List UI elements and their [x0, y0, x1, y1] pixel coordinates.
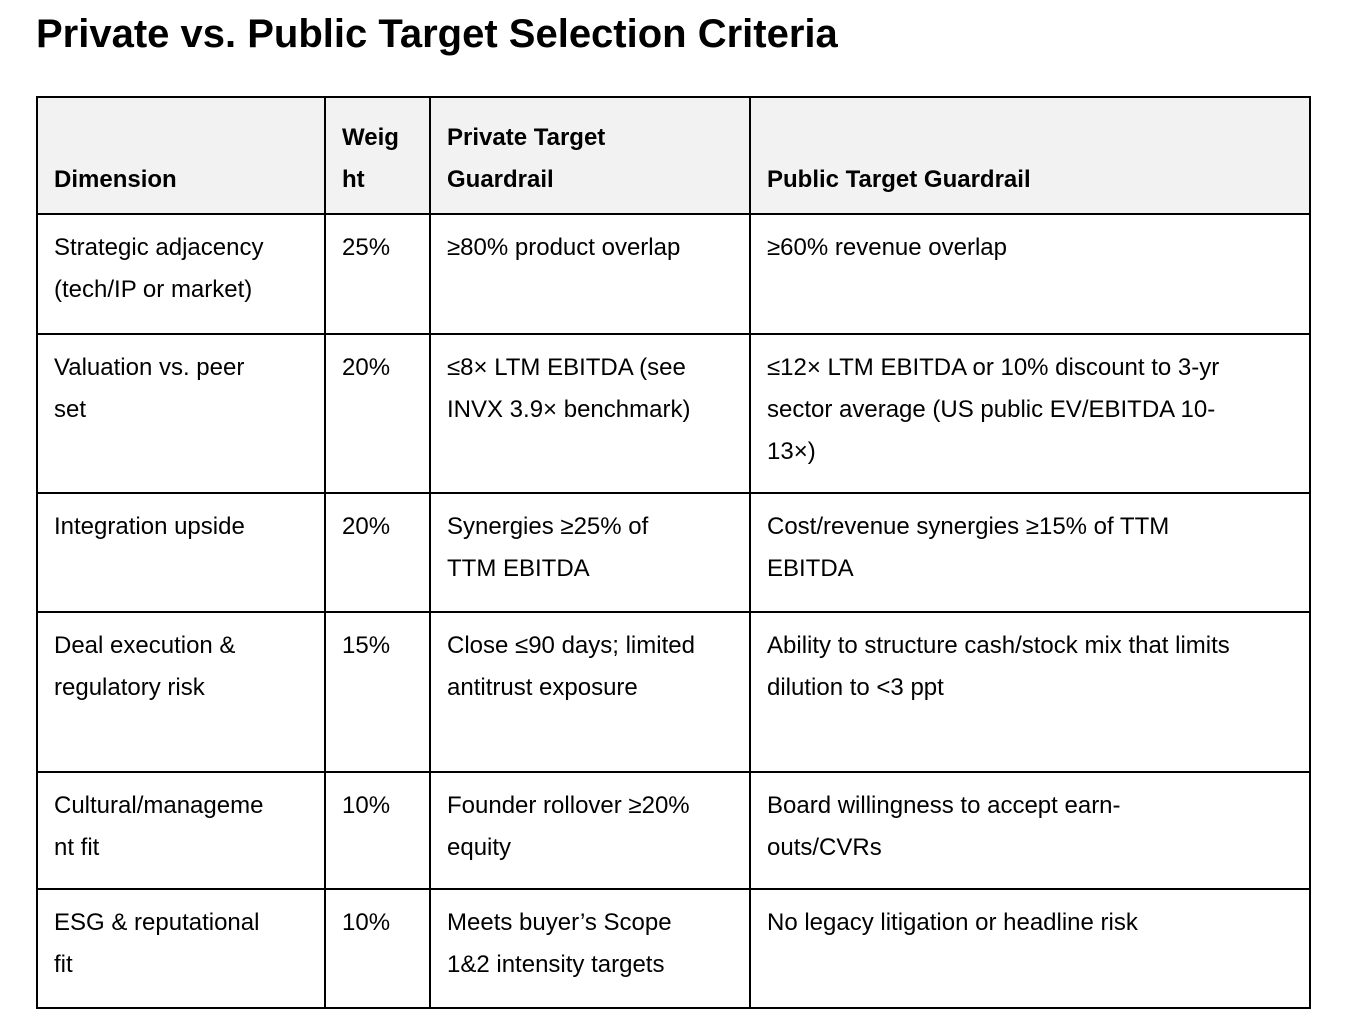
column-header-public-guardrail: Public Target Guardrail	[749, 96, 1311, 215]
cell-dimension: Strategic adjacency (tech/IP or market)	[36, 213, 326, 335]
criteria-table: Dimension Weight Private Target Guardrai…	[36, 96, 1311, 1009]
cell-weight: 15%	[324, 611, 431, 773]
column-header-dimension: Dimension	[36, 96, 326, 215]
table-row: Deal execution & regulatory risk 15% Clo…	[36, 611, 1311, 773]
cell-dimension: Integration upside	[36, 492, 326, 613]
table-row: ESG & reputational fit 10% Meets buyer’s…	[36, 888, 1311, 1009]
cell-public-guardrail: Cost/revenue synergies ≥15% of TTM EBITD…	[749, 492, 1311, 613]
cell-private-guardrail: Founder rollover ≥20% equity	[429, 771, 751, 890]
cell-private-guardrail: Close ≤90 days; limited antitrust exposu…	[429, 611, 751, 773]
cell-dimension: Deal execution & regulatory risk	[36, 611, 326, 773]
table-row: Integration upside 20% Synergies ≥25% of…	[36, 492, 1311, 613]
table-header-row: Dimension Weight Private Target Guardrai…	[36, 96, 1311, 215]
table-row: Valuation vs. peer set 20% ≤8× LTM EBITD…	[36, 333, 1311, 494]
table-row: Strategic adjacency (tech/IP or market) …	[36, 213, 1311, 335]
cell-public-guardrail: Ability to structure cash/stock mix that…	[749, 611, 1311, 773]
table-row: Cultural/management fit 10% Founder roll…	[36, 771, 1311, 890]
cell-private-guardrail: Synergies ≥25% of TTM EBITDA	[429, 492, 751, 613]
cell-public-guardrail: ≥60% revenue overlap	[749, 213, 1311, 335]
cell-private-guardrail: Meets buyer’s Scope 1&2 intensity target…	[429, 888, 751, 1009]
cell-dimension: Valuation vs. peer set	[36, 333, 326, 494]
cell-public-guardrail: Board willingness to accept earn-outs/CV…	[749, 771, 1311, 890]
cell-weight: 25%	[324, 213, 431, 335]
cell-weight: 20%	[324, 333, 431, 494]
cell-weight: 10%	[324, 888, 431, 1009]
cell-weight: 20%	[324, 492, 431, 613]
cell-weight: 10%	[324, 771, 431, 890]
page-title: Private vs. Public Target Selection Crit…	[36, 12, 838, 56]
cell-dimension: ESG & reputational fit	[36, 888, 326, 1009]
cell-private-guardrail: ≥80% product overlap	[429, 213, 751, 335]
column-header-weight: Weight	[324, 96, 431, 215]
cell-public-guardrail: ≤12× LTM EBITDA or 10% discount to 3-yr …	[749, 333, 1311, 494]
column-header-private-guardrail: Private Target Guardrail	[429, 96, 751, 215]
cell-public-guardrail: No legacy litigation or headline risk	[749, 888, 1311, 1009]
cell-private-guardrail: ≤8× LTM EBITDA (see INVX 3.9× benchmark)	[429, 333, 751, 494]
cell-dimension: Cultural/management fit	[36, 771, 326, 890]
